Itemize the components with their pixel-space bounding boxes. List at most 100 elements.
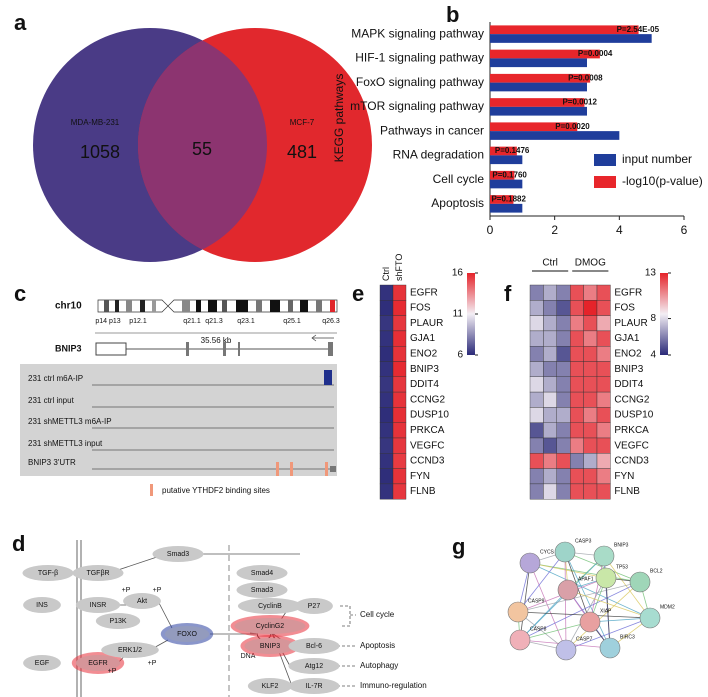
heatmap-cell [392,315,407,332]
node [22,565,74,581]
node-label: FOXO [177,631,197,638]
heatmap-cell [529,376,544,393]
row-label: FOS [410,303,431,314]
ideogram-band [126,300,132,312]
node [288,658,340,674]
heatmap-cell [392,284,407,301]
heatmap-cell [596,330,611,347]
node [234,618,306,634]
outcome-label: Cell cycle [360,610,395,619]
connector [117,555,161,571]
heatmap-cell [529,346,544,362]
track-label: 231 ctrl input [28,396,75,405]
heatmap-cell [570,422,584,439]
heatmap-cell [543,330,558,347]
outcome-label: Immuno-regulation [360,681,427,690]
heatmap-cell [529,300,544,316]
colorbar [660,273,668,355]
heatmap-cell [379,391,394,408]
panel-letter: f [504,281,512,306]
node [23,655,61,671]
node-label: P27 [308,603,321,610]
row-label: VEGFC [614,440,648,451]
row-label: PLAUR [614,318,647,329]
row-label: BNIP3 [614,364,643,375]
heatmap-cell [596,453,611,469]
legend-swatch [594,154,616,166]
legend-label: -log10(p-value) [622,174,703,188]
heatmap-cell [570,483,584,500]
row-label: FOS [614,303,635,314]
colorbar-label: 8 [650,313,656,324]
heatmap-cell [529,422,544,439]
band-label: q21.1 [183,318,201,325]
panel-letter: g [452,534,465,559]
row-label: PRKCA [410,425,445,436]
bar [490,58,587,68]
bar [490,106,587,116]
heatmap-cell [570,407,584,423]
node-label: IL-7R [305,683,322,690]
network-label: XIAP [600,608,612,614]
network-node [507,601,529,623]
heatmap-cell [529,407,544,423]
heatmap-cell [392,453,407,469]
heatmap-cell [379,300,394,316]
heatmap-cell [570,315,584,332]
ideogram-band [104,300,109,312]
heatmap-cell [583,361,598,378]
node [295,598,333,614]
heatmap-cell [570,376,584,393]
heatmap-cell [543,437,558,454]
heatmap-cell [543,407,558,423]
node-label: INSR [90,602,107,609]
row-label: CCND3 [410,456,445,467]
network-edge [529,562,641,583]
row-label: FYN [614,471,634,482]
ideogram-band [300,300,308,312]
venn-overlap [138,28,267,262]
heatmap-cell [596,315,611,332]
node [244,638,296,654]
heatmap-cell [543,453,558,469]
heatmap-cell [392,407,407,423]
panel-letter: b [446,2,459,27]
outcome-label: Apoptosis [360,641,395,650]
node-label: EGF [35,660,49,667]
track-label: 231 shMETTL3 m6A-IP [28,417,112,426]
heatmap-cell [529,483,544,500]
ideogram-band [316,300,322,312]
p-value-label: P=0.1476 [495,146,530,155]
category-label: mTOR signaling pathway [350,99,484,113]
heatmap-cell [596,422,611,439]
network-label: CASP9 [528,598,545,604]
heatmap-cell [392,483,407,500]
heatmap-cell [529,330,544,347]
heatmap-cell [583,284,598,301]
connector [340,605,356,627]
band-label: q21.3 [205,318,223,325]
category-label: Apoptosis [431,196,484,210]
bar [490,98,585,107]
axis-title: KEGG pathways [332,74,346,163]
group-label: DMOG [575,258,606,269]
ideogram-band [115,300,119,312]
network-node [599,637,621,659]
p-value-label: P=2.54E-05 [617,25,660,34]
network-node [639,607,661,629]
heatmap-cell [529,315,544,332]
row-label: CCND3 [614,456,649,467]
colorbar-label: 11 [453,309,464,320]
heatmap-cell [556,330,571,347]
bar [490,49,600,59]
heatmap-cell [543,483,558,500]
node-label: Smad4 [251,570,273,577]
heatmap-cell [529,361,544,378]
ideogram-band [330,300,335,312]
heatmap-cell [529,284,544,301]
bar [490,34,652,43]
bar [490,25,639,35]
set-count: 481 [287,142,317,162]
ideogram-band [222,300,227,312]
